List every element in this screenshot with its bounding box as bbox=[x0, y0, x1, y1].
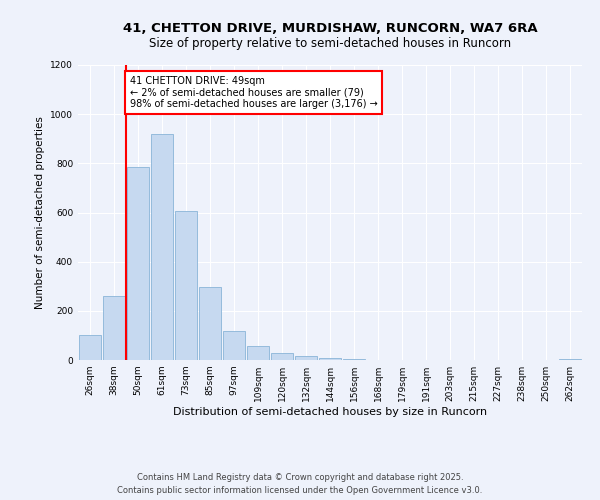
Text: Size of property relative to semi-detached houses in Runcorn: Size of property relative to semi-detach… bbox=[149, 38, 511, 51]
Bar bbox=[559, 359, 581, 360]
Text: Contains HM Land Registry data © Crown copyright and database right 2025.
Contai: Contains HM Land Registry data © Crown c… bbox=[118, 474, 482, 495]
Bar bbox=[247, 346, 269, 360]
Bar bbox=[223, 330, 245, 360]
Text: 41 CHETTON DRIVE: 49sqm
← 2% of semi-detached houses are smaller (79)
98% of sem: 41 CHETTON DRIVE: 49sqm ← 2% of semi-det… bbox=[130, 76, 377, 110]
Bar bbox=[103, 296, 125, 360]
Bar bbox=[127, 167, 149, 360]
Bar bbox=[271, 352, 293, 360]
Bar bbox=[343, 359, 365, 360]
Bar bbox=[175, 212, 197, 360]
Text: 41, CHETTON DRIVE, MURDISHAW, RUNCORN, WA7 6RA: 41, CHETTON DRIVE, MURDISHAW, RUNCORN, W… bbox=[122, 22, 538, 36]
Bar bbox=[199, 288, 221, 360]
Bar bbox=[319, 358, 341, 360]
X-axis label: Distribution of semi-detached houses by size in Runcorn: Distribution of semi-detached houses by … bbox=[173, 407, 487, 417]
Bar bbox=[151, 134, 173, 360]
Y-axis label: Number of semi-detached properties: Number of semi-detached properties bbox=[35, 116, 44, 309]
Bar bbox=[295, 356, 317, 360]
Bar bbox=[79, 336, 101, 360]
